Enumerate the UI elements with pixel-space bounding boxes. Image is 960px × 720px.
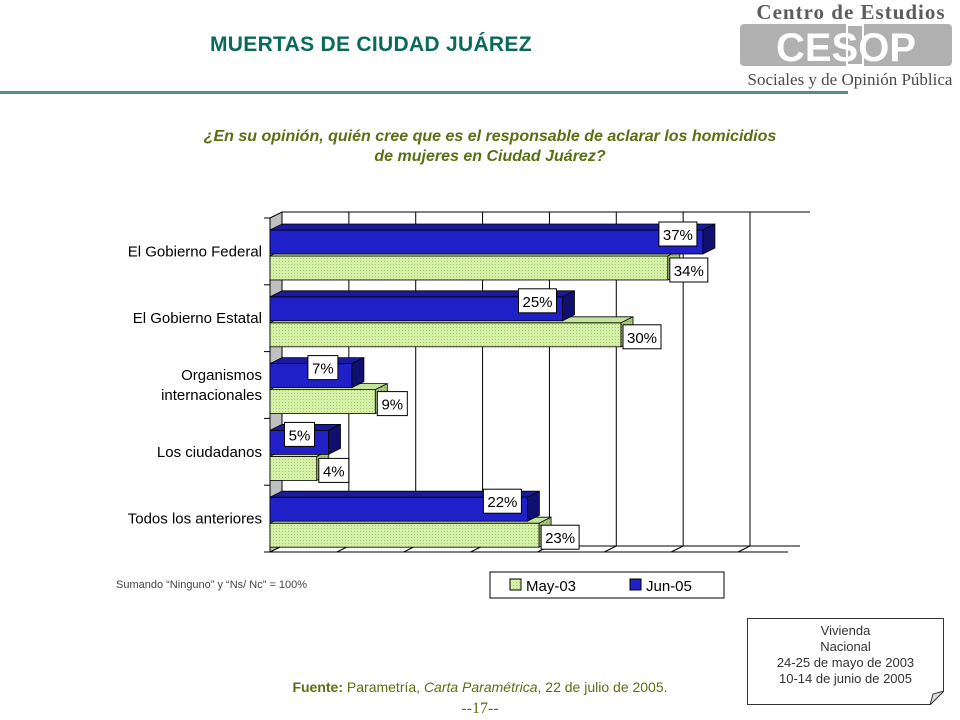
cesop-logo: Centro de Estudios CESOP Sociales y de O…	[738, 0, 960, 96]
bar-may-03-1	[269, 316, 634, 348]
bar-jun-05-0-side	[702, 223, 716, 255]
source-date: , 22 de julio de 2005.	[537, 679, 668, 695]
bar-jun-05-0-top	[269, 223, 716, 231]
title-divider	[0, 91, 848, 94]
data-label-may-03-4-box	[540, 524, 580, 550]
data-label-may-03-0: 34%	[669, 257, 709, 283]
bar-may-03-2	[269, 382, 388, 415]
bar-jun-05-4-side	[527, 490, 540, 522]
category-label-4-0: Todos los anteriores	[128, 511, 262, 528]
logo-top-text: Centro de Estudios	[756, 0, 946, 24]
bar-may-03-4	[269, 516, 552, 548]
source-publication: Carta Paramétrica	[423, 679, 538, 695]
data-label-jun-05-4-box	[482, 488, 522, 514]
survey-question: ¿En su opinión, quién cree que es el res…	[130, 127, 850, 167]
category-label-1-0: El Gobierno Estatal	[133, 310, 262, 327]
data-label-jun-05-4-text: 22%	[487, 494, 517, 511]
chart-legend: May-03 Jun-05	[489, 571, 725, 599]
bar-may-03-4-front	[269, 522, 540, 548]
bar-may-03-2-front	[269, 389, 376, 415]
logo-mark-text: CESOP	[776, 26, 916, 70]
question-line-2: de mujeres en Ciudad Juárez?	[374, 148, 606, 165]
data-label-jun-05-0-box	[658, 221, 698, 247]
footnote: Sumando “Ninguno” y “Ns/ Nc” = 100%	[116, 579, 308, 591]
legend-swatch-0	[509, 578, 522, 591]
chart-labels: 37% 34% El Gobierno Federal 25% 30% El Gobier…	[128, 221, 709, 550]
survey-date-1: 24-25 de mayo de 2003	[776, 655, 915, 670]
data-label-jun-05-0: 37%	[658, 221, 698, 247]
data-label-may-03-1-text: 30%	[627, 330, 657, 347]
data-label-may-03-3-text: 4%	[323, 463, 345, 480]
data-label-jun-05-3: 5%	[284, 421, 315, 447]
category-label-2-1: internacionales	[161, 387, 262, 404]
page-title: MUERTAS DE CIUDAD JUÁREZ	[210, 33, 532, 56]
source-citation: Fuente: Parametría, Carta Paramétrica, 2…	[240, 679, 720, 695]
legend-label-0: May-03	[526, 578, 576, 595]
source-label: Fuente:	[292, 679, 344, 695]
data-label-jun-05-3-box	[284, 421, 315, 447]
bar-jun-05-2-side	[351, 356, 365, 389]
bar-may-03-3-front	[269, 455, 318, 481]
data-label-may-03-2-box	[376, 391, 408, 417]
page-fold-icon	[930, 691, 944, 705]
bar-jun-05-1	[269, 290, 575, 322]
bar-jun-05-0-front	[269, 229, 704, 255]
data-label-may-03-2: 9%	[376, 391, 408, 417]
bar-jun-05-1-side	[562, 290, 575, 322]
floor-tick	[737, 545, 751, 553]
data-label-jun-05-0-text: 37%	[663, 227, 693, 244]
category-label-3-0: Los ciudadanos	[157, 444, 262, 461]
data-label-may-03-2-text: 9%	[381, 397, 403, 414]
data-label-jun-05-4: 22%	[482, 488, 522, 514]
bar-may-03-1-front	[269, 322, 622, 348]
page-number: --17--	[461, 700, 499, 717]
category-label-0-0: El Gobierno Federal	[128, 243, 262, 260]
logo-bottom-text: Sociales y de Opinión Pública	[747, 70, 953, 89]
bar-jun-05-3-side	[328, 423, 341, 456]
data-label-may-03-3-box	[318, 457, 350, 483]
category-label-2-0: Organismos	[181, 367, 262, 384]
survey-scope: Nacional	[820, 639, 871, 654]
floor-tick	[604, 545, 617, 553]
data-label-jun-05-1-text: 25%	[522, 294, 552, 311]
source-author: Parametría,	[343, 679, 424, 695]
bar-jun-05-0	[269, 223, 716, 255]
floor-tick	[670, 545, 684, 553]
cesop-logo-mark: CESOP	[740, 22, 952, 70]
data-label-may-03-3: 4%	[318, 457, 350, 483]
data-label-may-03-0-box	[669, 257, 709, 283]
legend-box	[489, 571, 725, 599]
data-label-may-03-1: 30%	[622, 324, 662, 350]
data-label-may-03-0-text: 34%	[674, 263, 704, 280]
data-label-jun-05-2-box	[307, 355, 339, 381]
data-label-jun-05-1-box	[518, 288, 557, 314]
data-label-may-03-1-box	[622, 324, 662, 350]
data-label-may-03-4: 23%	[540, 524, 580, 550]
legend-label-1: Jun-05	[646, 578, 692, 595]
legend-swatch-1	[629, 578, 642, 591]
data-label-may-03-4-text: 23%	[545, 530, 575, 547]
survey-date-2: 10-14 de junio de 2005	[778, 671, 912, 686]
bar-may-03-0	[269, 249, 681, 281]
data-label-jun-05-1: 25%	[518, 288, 557, 314]
bar-jun-05-1-front	[269, 296, 563, 322]
question-line-1: ¿En su opinión, quién cree que es el res…	[203, 128, 777, 145]
data-label-jun-05-2: 7%	[307, 355, 339, 381]
survey-type: Vivienda	[820, 623, 871, 638]
data-label-jun-05-2-text: 7%	[312, 361, 334, 378]
bar-may-03-0-front	[269, 255, 669, 281]
legend: May-03 Jun-05	[489, 571, 725, 599]
survey-info-box: Vivienda Nacional 24-25 de mayo de 2003 …	[747, 618, 944, 705]
data-label-jun-05-3-text: 5%	[289, 427, 311, 444]
